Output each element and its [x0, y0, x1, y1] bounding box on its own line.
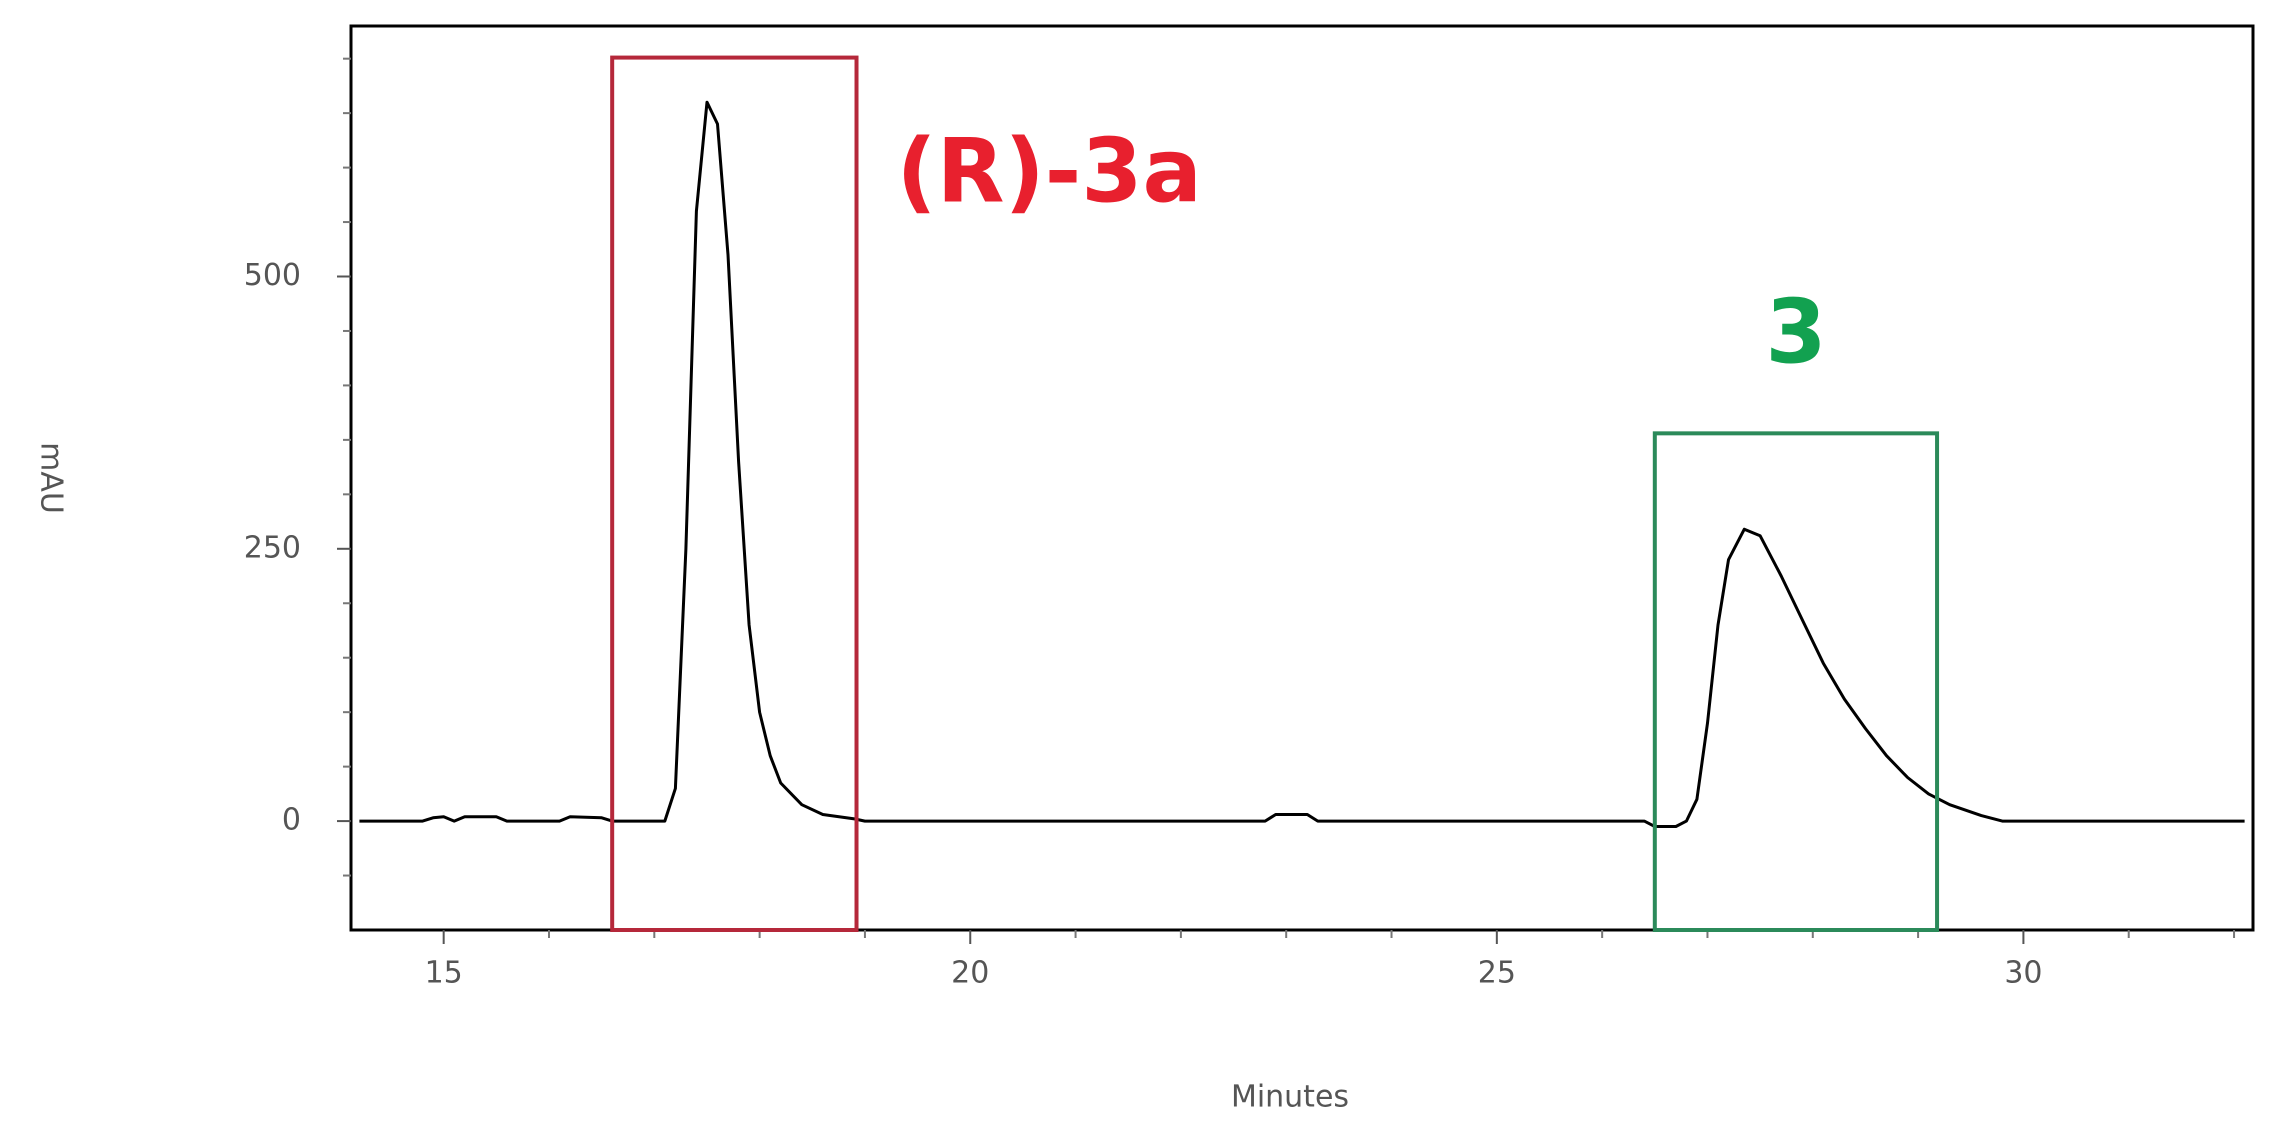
highlight-box	[1652, 431, 1940, 932]
y-axis-label: mAU	[34, 442, 69, 514]
y-tick-label: 250	[244, 530, 301, 565]
x-tick-label: 15	[425, 956, 463, 991]
x-tick-label: 25	[1478, 956, 1516, 991]
chromatogram-line	[359, 100, 2245, 828]
x-tick-label: 30	[2004, 956, 2042, 991]
x-axis-label: Minutes	[1231, 1080, 1349, 1115]
highlight-box	[610, 55, 859, 932]
plot-frame	[349, 24, 2255, 932]
peak-label: 3	[1765, 280, 1826, 383]
y-tick-label: 500	[244, 258, 301, 293]
peak-label: (R)-3a	[897, 120, 1202, 223]
y-tick-label: 0	[282, 803, 301, 838]
x-tick-label: 20	[951, 956, 989, 991]
